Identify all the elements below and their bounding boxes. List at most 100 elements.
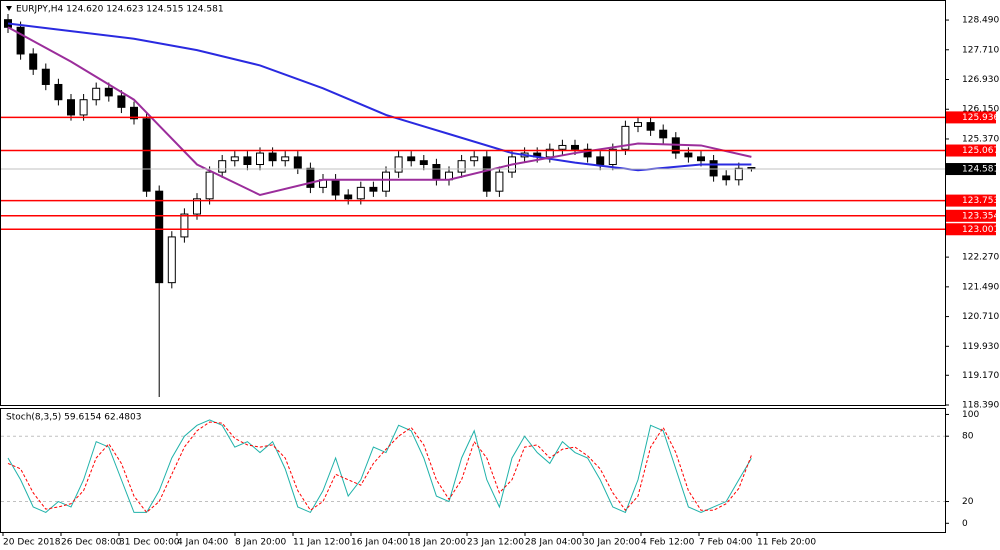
y-tick-label: 80 bbox=[962, 432, 974, 442]
y-tick-label: 127.710 bbox=[962, 45, 999, 55]
level-label-box bbox=[946, 209, 996, 222]
level-label: 125.936 bbox=[962, 113, 999, 123]
y-tick-label: 122.270 bbox=[962, 253, 999, 263]
candle-body bbox=[583, 148, 592, 158]
y-tick-label: 118.390 bbox=[962, 401, 999, 411]
moving-average bbox=[7, 26, 752, 197]
y-tick-label: 100 bbox=[962, 410, 979, 420]
y-tick-label: 125.370 bbox=[962, 134, 999, 144]
candle-body bbox=[180, 213, 189, 238]
x-tick-label: 30 Jan 20:00 bbox=[583, 538, 640, 548]
candle-body bbox=[16, 26, 25, 55]
candle-body bbox=[608, 148, 617, 166]
candle-body bbox=[167, 236, 176, 284]
price-title: EURJPY,H4 124.620 124.623 124.515 124.58… bbox=[16, 5, 224, 15]
y-tick-label: 0 bbox=[962, 519, 968, 529]
y-tick-label: 120.710 bbox=[962, 312, 999, 322]
candle-body bbox=[230, 156, 239, 162]
candle-body bbox=[104, 87, 113, 97]
candle-body bbox=[495, 171, 504, 192]
level-label: 123.354 bbox=[962, 211, 999, 221]
candle-body bbox=[29, 53, 38, 70]
y-tick-label: 119.930 bbox=[962, 342, 999, 352]
candle-body bbox=[306, 167, 315, 188]
candle-body bbox=[382, 171, 390, 192]
candle-body bbox=[67, 99, 75, 116]
candle-body bbox=[281, 156, 290, 162]
y-tick-label: 126.930 bbox=[962, 75, 999, 85]
stoch-line bbox=[7, 419, 752, 514]
level-label-box bbox=[946, 144, 996, 157]
level-label-box bbox=[946, 223, 996, 236]
candle-body bbox=[457, 160, 466, 173]
candle-body bbox=[205, 171, 214, 200]
level-label-box bbox=[946, 194, 996, 207]
candle-body bbox=[394, 156, 403, 173]
candle-body bbox=[293, 156, 302, 169]
x-tick-label: 11 Feb 20:00 bbox=[757, 538, 816, 548]
current-price-label: 124.581 bbox=[962, 165, 999, 175]
candle-body bbox=[697, 156, 705, 162]
level-label: 123.001 bbox=[962, 225, 999, 235]
candle-body bbox=[432, 164, 441, 181]
candle-body bbox=[709, 160, 718, 177]
current-price-box bbox=[946, 163, 996, 176]
candle-body bbox=[268, 152, 277, 162]
candle-body bbox=[634, 122, 642, 127]
candle-body bbox=[256, 152, 264, 166]
candle-body bbox=[243, 156, 252, 166]
candle-body bbox=[54, 83, 63, 101]
candle-body bbox=[79, 99, 88, 116]
x-tick-label: 4 Jan 04:00 bbox=[177, 538, 229, 548]
candle-body bbox=[558, 144, 567, 150]
stoch-panel-frame bbox=[0, 408, 946, 533]
x-tick-label: 11 Jan 12:00 bbox=[293, 538, 350, 548]
candle-body bbox=[646, 122, 655, 131]
candle-body bbox=[130, 106, 138, 120]
moving-average bbox=[7, 22, 752, 172]
x-tick-label: 16 Jan 04:00 bbox=[351, 538, 408, 548]
candle-body bbox=[142, 118, 151, 192]
candle-body bbox=[470, 156, 479, 162]
candle-body bbox=[482, 156, 491, 192]
level-label: 125.067 bbox=[962, 146, 999, 156]
x-tick-label: 8 Jan 20:00 bbox=[235, 538, 287, 548]
candle-body bbox=[407, 156, 416, 162]
level-label: 123.753 bbox=[962, 196, 999, 206]
level-label-box bbox=[946, 111, 996, 124]
x-tick-label: 7 Feb 04:00 bbox=[699, 538, 753, 548]
candle-body bbox=[722, 175, 731, 181]
x-tick-label: 20 Dec 2018 bbox=[3, 538, 61, 548]
candle-body bbox=[419, 160, 428, 166]
x-tick-label: 26 Dec 08:00 bbox=[61, 538, 122, 548]
x-tick-label: 18 Jan 20:00 bbox=[409, 538, 466, 548]
y-tick-label: 20 bbox=[962, 497, 974, 507]
candle-body bbox=[659, 129, 668, 139]
candle-body bbox=[41, 68, 50, 85]
candle-body bbox=[734, 167, 743, 181]
x-tick-label: 31 Dec 00:00 bbox=[119, 538, 180, 548]
stoch-title: Stoch(8,3,5) 59.6154 62.4803 bbox=[6, 413, 141, 423]
candle-body bbox=[117, 95, 126, 108]
stoch-line bbox=[7, 421, 752, 514]
y-tick-label: 128.490 bbox=[962, 16, 999, 26]
candle-body bbox=[344, 194, 353, 200]
candle-body bbox=[92, 87, 101, 101]
x-tick-label: 23 Jan 12:00 bbox=[467, 538, 524, 548]
candle-body bbox=[155, 190, 164, 284]
x-tick-label: 4 Feb 12:00 bbox=[641, 538, 695, 548]
candle-body bbox=[684, 152, 693, 158]
menu-arrow[interactable] bbox=[6, 6, 12, 11]
candle-body bbox=[218, 160, 227, 173]
y-tick-label: 121.490 bbox=[962, 282, 999, 292]
candle-body bbox=[596, 156, 605, 166]
candle-body bbox=[571, 144, 579, 150]
candle-body bbox=[193, 198, 201, 215]
candle-body bbox=[356, 186, 365, 200]
y-tick-label: 119.170 bbox=[962, 371, 999, 381]
candle-body bbox=[621, 125, 630, 150]
candle-body bbox=[369, 186, 378, 192]
candle-body bbox=[331, 179, 340, 196]
